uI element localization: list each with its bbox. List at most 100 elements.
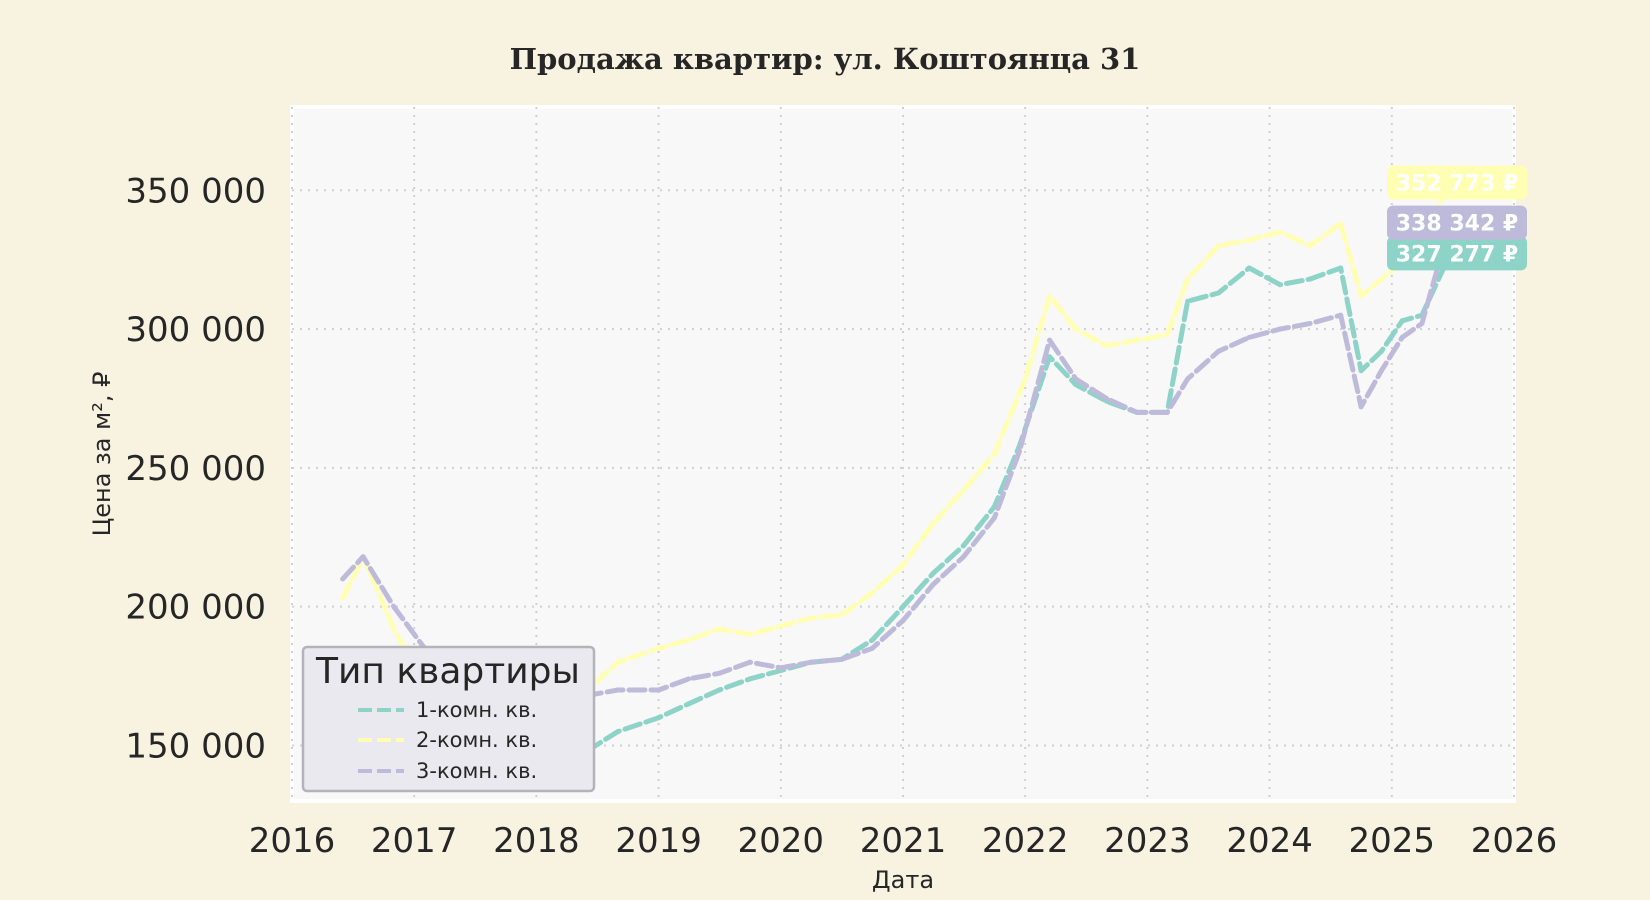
data-point-3-21 <box>991 515 997 521</box>
end-label-box <box>1387 165 1527 200</box>
data-point-2-14 <box>778 623 784 629</box>
data-point-2-24 <box>1073 326 1079 332</box>
data-point-1-25 <box>1307 276 1313 282</box>
x-tick-label: 2021 <box>860 821 947 861</box>
data-point-3-2 <box>360 554 366 560</box>
x-tick-label: 2026 <box>1471 821 1558 861</box>
data-point-2-13 <box>747 631 753 637</box>
data-point-3-32 <box>1307 321 1313 326</box>
end-label-text: 338 342 ₽ <box>1396 212 1518 237</box>
data-point-2-21 <box>991 451 997 457</box>
data-point-1-10 <box>869 637 875 643</box>
data-point-3-34 <box>1358 404 1364 410</box>
end-label-1: 327 277 ₽ <box>1387 236 1527 271</box>
data-point-1-16 <box>1047 354 1053 360</box>
data-point-2-27 <box>1164 332 1170 338</box>
data-point-2-15 <box>808 615 814 621</box>
data-point-2-23 <box>1047 293 1053 299</box>
x-tick-label: 2022 <box>982 821 1069 861</box>
data-point-2-28 <box>1185 276 1191 282</box>
data-point-2-25 <box>1104 343 1110 349</box>
data-point-1-11 <box>900 604 906 610</box>
x-axis-title: Дата <box>872 866 934 894</box>
data-point-1-28 <box>1378 348 1384 354</box>
data-point-1-23 <box>1246 265 1252 271</box>
data-point-1-17 <box>1073 382 1079 388</box>
data-point-2-16 <box>839 612 845 618</box>
data-point-2-12 <box>716 626 722 632</box>
data-point-3-23 <box>1047 337 1053 343</box>
data-point-3-3 <box>391 604 397 610</box>
data-point-2-9 <box>615 659 621 665</box>
data-point-2-33 <box>1338 221 1344 227</box>
legend-box <box>301 645 596 793</box>
data-point-3-14 <box>778 665 784 671</box>
data-point-3-9 <box>615 687 621 693</box>
data-point-2-26 <box>1134 337 1140 343</box>
x-tick-label: 2018 <box>493 821 580 861</box>
data-point-2-22 <box>1022 376 1028 382</box>
data-point-3-22 <box>1017 448 1022 454</box>
data-point-2-3 <box>391 626 397 632</box>
data-point-3-37 <box>1419 321 1425 326</box>
data-point-3-20 <box>961 554 967 560</box>
data-point-3-33 <box>1338 312 1344 318</box>
data-point-3-27 <box>1164 409 1170 415</box>
legend-label-1: 1-комн. кв. <box>416 698 537 722</box>
data-point-2-11 <box>686 637 692 643</box>
y-tick-label: 200 000 <box>125 588 266 628</box>
data-point-2-35 <box>1378 276 1384 282</box>
data-point-3-1 <box>340 576 346 582</box>
data-point-1-21 <box>1185 298 1191 304</box>
x-tick-label: 2020 <box>738 821 825 861</box>
data-point-3-26 <box>1134 409 1140 415</box>
x-tick-label: 2019 <box>615 821 702 861</box>
data-point-2-32 <box>1307 243 1313 249</box>
data-point-3-15 <box>808 659 814 665</box>
data-point-3-13 <box>747 659 753 665</box>
data-point-2-31 <box>1277 229 1283 235</box>
data-point-2-34 <box>1358 293 1364 299</box>
data-point-1-24 <box>1277 282 1283 288</box>
legend-label-2: 2-комн. кв. <box>416 728 537 752</box>
data-point-1-27 <box>1358 368 1364 374</box>
data-point-3-18 <box>900 618 906 624</box>
y-tick-label: 350 000 <box>125 171 266 211</box>
x-axis: 2016 2017 2018 2019 2020 2021 2022 2023 2024 2025… <box>249 821 1558 861</box>
data-point-3-11 <box>686 676 692 682</box>
end-label-2: 352 773 ₽ <box>1387 165 1527 200</box>
data-point-2-20 <box>961 487 967 493</box>
y-tick-label: 150 000 <box>125 726 266 766</box>
data-point-1-2 <box>615 729 621 735</box>
data-point-3-17 <box>869 645 875 651</box>
end-label-box <box>1387 205 1527 240</box>
data-point-3-29 <box>1215 348 1221 354</box>
end-label-3: 338 342 ₽ <box>1387 205 1527 240</box>
data-point-1-26 <box>1338 265 1344 271</box>
data-point-1-5 <box>716 687 722 693</box>
x-tick-label: 2016 <box>249 821 336 861</box>
data-point-1-22 <box>1215 290 1221 296</box>
data-point-3-19 <box>930 582 936 587</box>
data-point-2-30 <box>1246 237 1252 243</box>
legend-label-3: 3-комн. кв. <box>416 759 537 783</box>
data-point-2-29 <box>1215 243 1221 249</box>
data-point-3-24 <box>1073 376 1079 382</box>
x-tick-label: 2017 <box>371 821 458 861</box>
data-point-1-4 <box>686 701 692 707</box>
x-tick-label: 2023 <box>1104 821 1191 861</box>
data-point-3-10 <box>656 687 662 693</box>
data-point-3-28 <box>1185 376 1191 382</box>
data-point-2-18 <box>900 562 906 568</box>
data-point-2-10 <box>656 645 662 651</box>
end-label-text: 352 773 ₽ <box>1396 172 1518 197</box>
data-point-1-6 <box>747 676 753 682</box>
data-point-3-31 <box>1277 326 1283 332</box>
legend: Тип квартиры 1-комн. кв. 2-комн. кв. 3-к… <box>301 645 596 793</box>
data-point-3-36 <box>1399 334 1405 340</box>
data-point-2-17 <box>869 590 875 596</box>
data-point-1-13 <box>961 543 967 549</box>
data-point-3-16 <box>839 656 845 662</box>
end-labels: 327 277 ₽ 352 773 ₽ 338 342 ₽ <box>1387 165 1527 271</box>
